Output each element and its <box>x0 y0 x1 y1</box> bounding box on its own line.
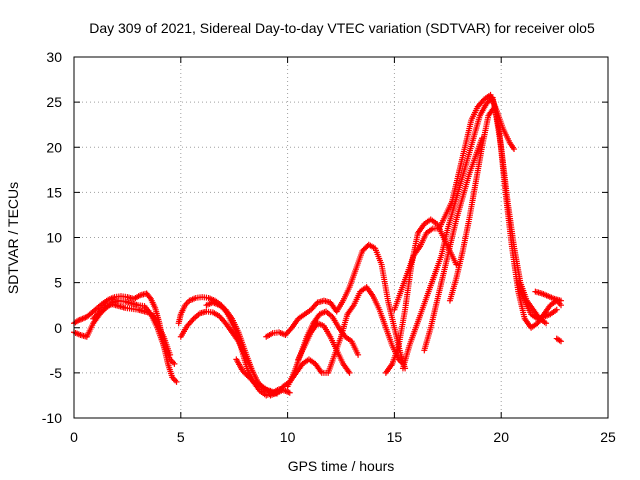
data-point <box>511 146 518 153</box>
data-point <box>558 297 565 304</box>
y-tick-label: 30 <box>46 49 62 65</box>
grid <box>74 57 608 418</box>
y-tick-label: 10 <box>46 230 62 246</box>
x-tick-label: 20 <box>493 429 509 445</box>
data-point <box>543 320 550 327</box>
y-tick-label: 5 <box>54 275 62 291</box>
y-tick-label: 25 <box>46 94 62 110</box>
x-tick-label: 25 <box>600 429 616 445</box>
series-sat-r <box>532 288 565 304</box>
x-tick-label: 5 <box>177 429 185 445</box>
y-tick-label: -10 <box>42 410 62 426</box>
series-sat-o <box>421 135 485 354</box>
series-sat-p <box>446 103 550 327</box>
data-point <box>355 351 362 358</box>
series-sat-i <box>267 284 406 399</box>
series-sat-l <box>382 216 460 376</box>
data-point <box>558 338 565 345</box>
data-point <box>346 369 353 376</box>
data-point <box>173 378 180 385</box>
axis-ticks: 0 5 10 15 20 25 -10 -5 0 5 10 15 20 25 30 <box>42 49 616 445</box>
series-sat-k <box>295 320 353 376</box>
data-point <box>167 351 174 358</box>
series-sat-s <box>553 335 565 345</box>
data-series <box>71 91 565 399</box>
y-tick-label: 20 <box>46 139 62 155</box>
series-sat-d <box>175 294 293 399</box>
data-point <box>146 294 153 301</box>
y-axis-label: SDTVAR / TECUs <box>5 182 21 294</box>
data-point <box>286 389 293 396</box>
x-tick-label: 0 <box>70 429 78 445</box>
data-point <box>453 261 460 268</box>
data-point <box>171 360 178 367</box>
series-sat-q <box>515 279 560 322</box>
series-sat-c <box>90 301 174 358</box>
y-tick-label: 0 <box>54 320 62 336</box>
x-tick-label: 10 <box>280 429 296 445</box>
chart-title: Day 309 of 2021, Sidereal Day-to-day VTE… <box>89 20 595 36</box>
series-sat-m <box>391 91 518 313</box>
y-tick-label: 15 <box>46 184 62 200</box>
x-tick-label: 15 <box>387 429 403 445</box>
y-tick-label: -5 <box>50 365 63 381</box>
data-point <box>553 306 560 313</box>
x-axis-label: GPS time / hours <box>288 458 395 474</box>
